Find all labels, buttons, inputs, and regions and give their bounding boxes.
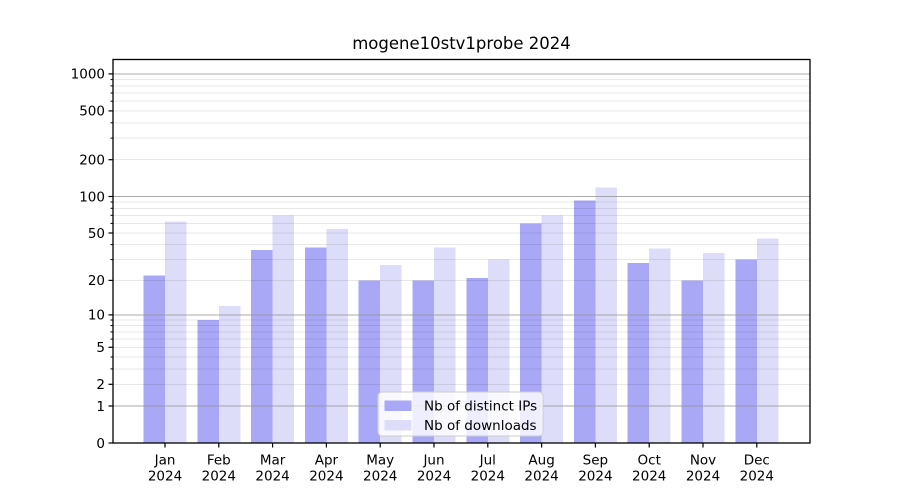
bar-distinct-ips-oct [627,263,650,443]
legend-label-downloads: Nb of downloads [424,418,537,434]
x-tick-year-may: 2024 [363,469,397,485]
y-tick-label-1000: 1000 [71,67,105,83]
legend-box [377,391,544,437]
bar-downloads-dec [756,238,779,443]
x-tick-month-aug: Aug [528,453,554,469]
y-tick-label-20: 20 [88,273,105,289]
legend-swatch-distinct-ips [384,400,412,411]
bar-downloads-feb [218,306,241,443]
x-tick-year-feb: 2024 [202,469,236,485]
x-tick-year-dec: 2024 [740,469,774,485]
bar-distinct-ips-aug [520,223,542,443]
plot-frame [112,58,811,444]
y-tick-label-2: 2 [96,377,105,393]
x-tick-month-dec: Dec [744,453,770,469]
x-tick-year-oct: 2024 [632,469,666,485]
chart-title: mogene10stv1probe 2024 [352,34,571,53]
y-tick-label-1: 1 [96,399,105,415]
x-tick-year-nov: 2024 [686,469,720,485]
x-tick-month-sep: Sep [583,453,608,469]
x-tick-year-jan: 2024 [148,469,182,485]
x-tick-month-feb: Feb [207,453,231,469]
bar-distinct-ips-may [358,280,381,443]
y-tick-label-200: 200 [79,153,105,169]
x-tick-month-may: May [366,453,394,469]
x-tick-month-mar: Mar [260,453,286,469]
x-tick-year-apr: 2024 [309,469,343,485]
x-tick-month-oct: Oct [638,453,661,469]
x-tick-month-apr: Apr [315,453,339,469]
bar-downloads-aug [541,215,564,443]
bar-distinct-ips-feb [197,320,219,443]
bar-distinct-ips-nov [681,280,703,443]
bar-distinct-ips-dec [735,259,757,443]
bar-downloads-oct [649,248,671,443]
legend: Nb of distinct IPs Nb of downloads [377,391,544,437]
legend-label-distinct-ips: Nb of distinct IPs [424,399,537,415]
x-tick-month-jul: Jul [479,453,496,469]
bar-downloads-nov [703,253,725,443]
y-tick-label-100: 100 [79,189,105,205]
y-tick-label-0: 0 [96,436,105,452]
x-tick-year-sep: 2024 [578,469,612,485]
x-tick-year-jun: 2024 [417,469,451,485]
y-tick-label-10: 10 [88,308,105,324]
legend-swatch-downloads [384,420,412,431]
bar-distinct-ips-jan [143,275,165,443]
gridlines-layer [113,73,810,407]
x-tick-year-mar: 2024 [255,469,289,485]
axes-layer: 01251020501002005001000Jan2024Feb2024Mar… [71,67,774,485]
x-tick-month-nov: Nov [690,453,716,469]
x-tick-year-aug: 2024 [524,469,558,485]
y-tick-label-50: 50 [88,226,105,242]
bar-downloads-apr [326,228,348,443]
bar-distinct-ips-mar [251,250,273,443]
bar-distinct-ips-sep [573,200,596,443]
x-tick-year-jul: 2024 [471,469,505,485]
bar-downloads-jan [165,221,187,443]
y-tick-label-5: 5 [96,340,105,356]
bar-distinct-ips-apr [304,247,327,443]
bar-downloads-mar [272,215,295,443]
x-tick-month-jun: Jun [422,453,444,469]
y-tick-label-500: 500 [79,104,105,120]
x-tick-month-jan: Jan [154,453,176,469]
